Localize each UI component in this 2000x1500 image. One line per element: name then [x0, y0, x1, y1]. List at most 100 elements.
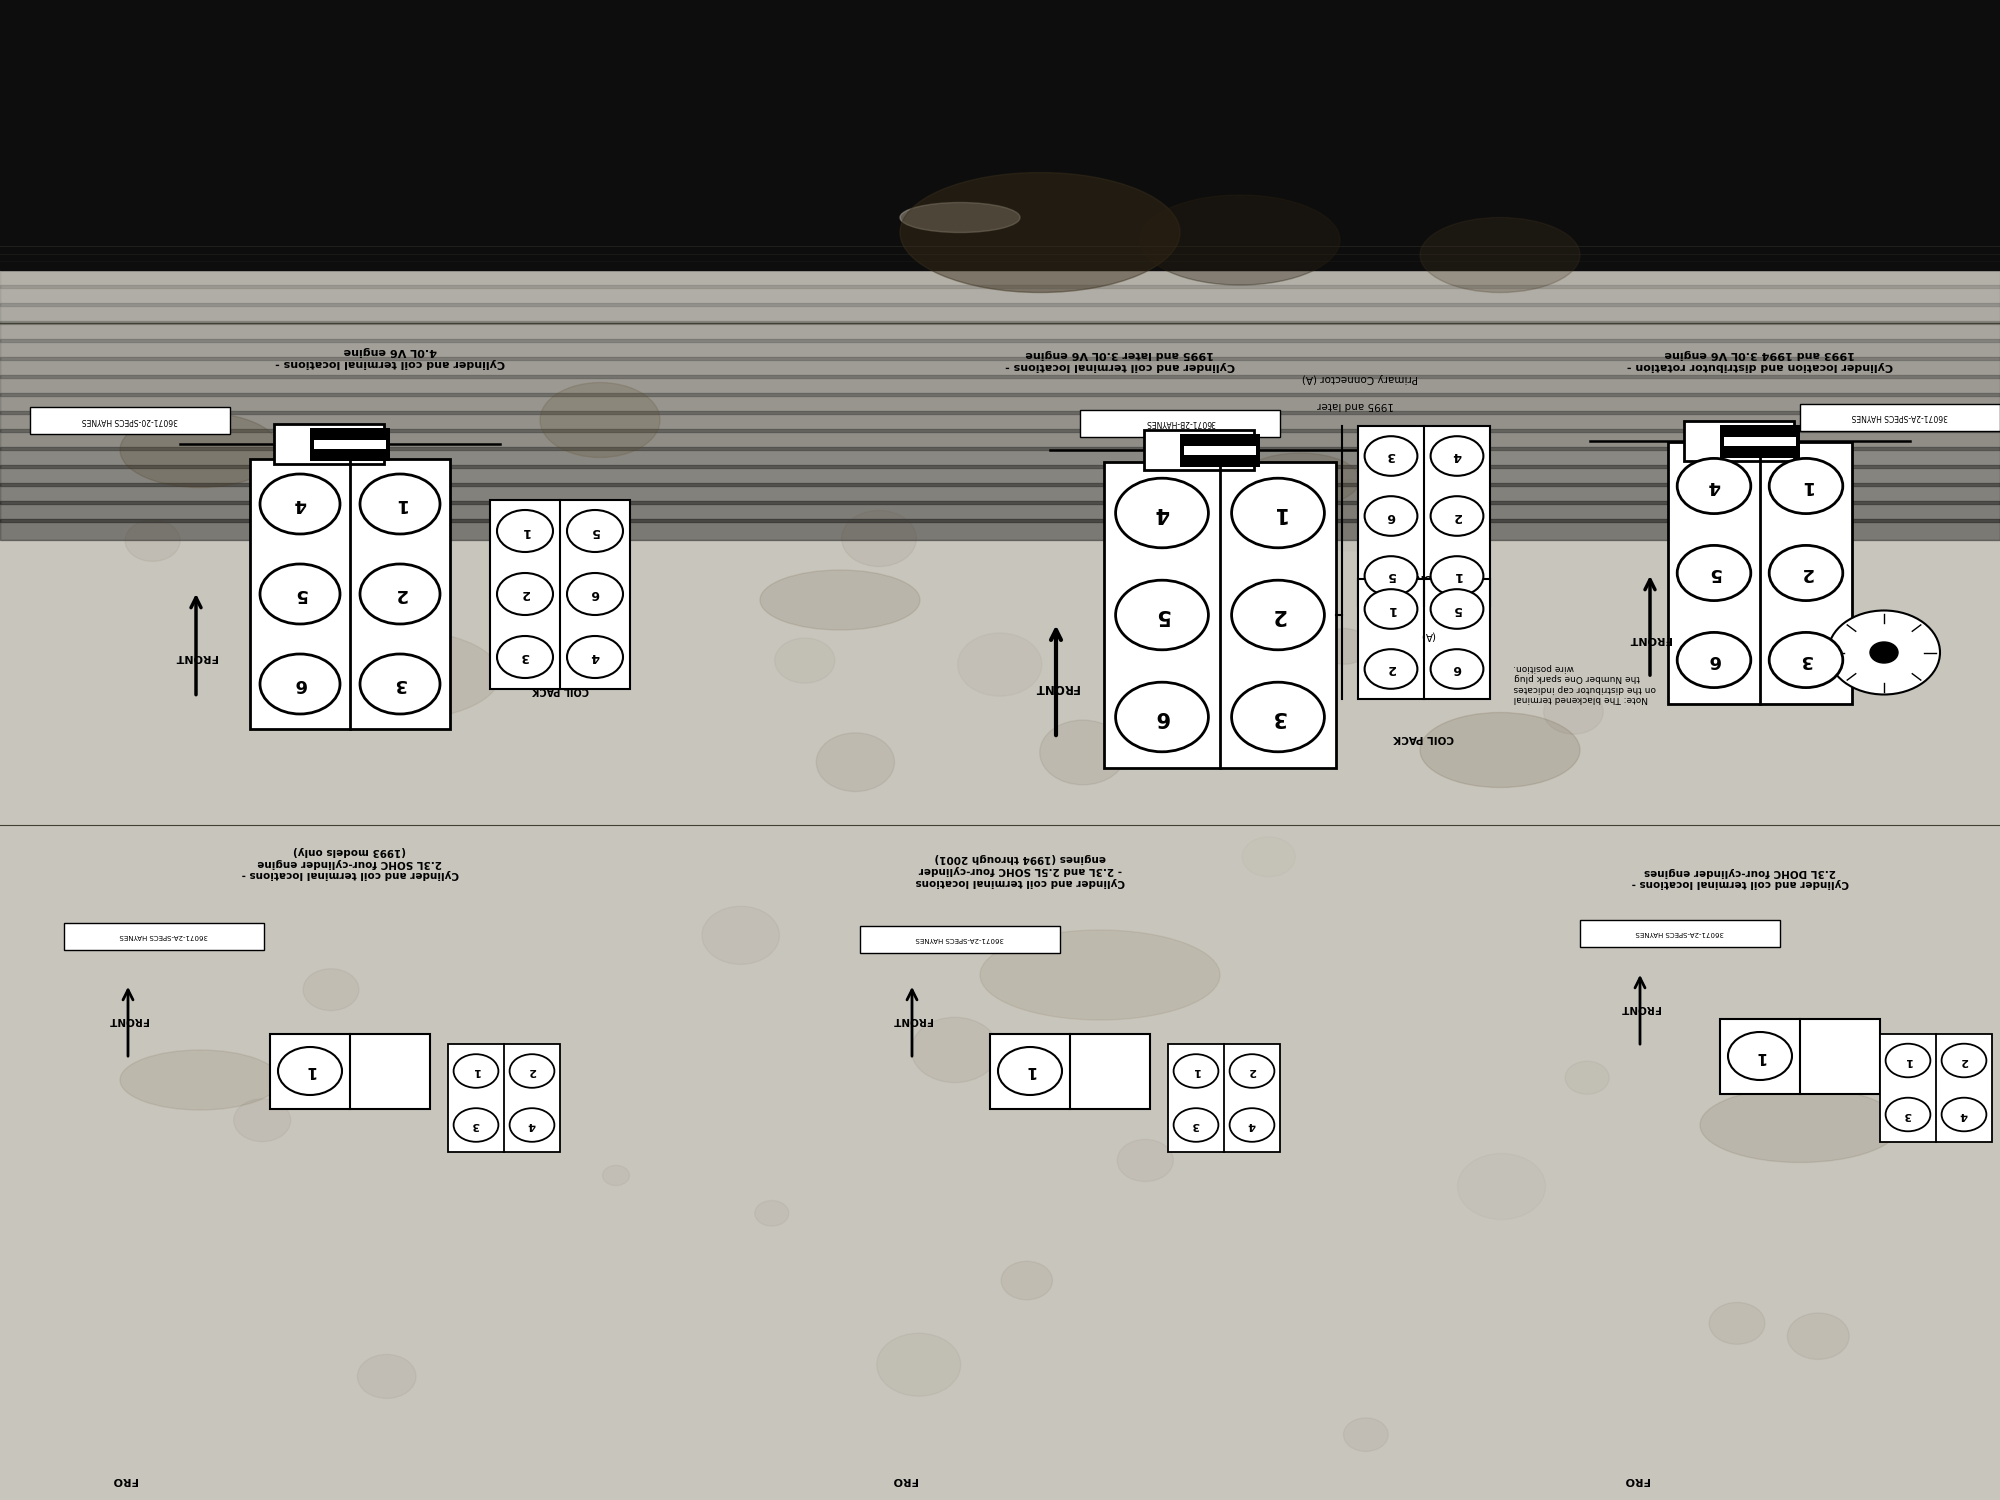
Ellipse shape: [980, 930, 1220, 1020]
Text: 36071-2A-SPECS HAYNES: 36071-2A-SPECS HAYNES: [916, 936, 1004, 942]
Circle shape: [260, 474, 340, 534]
Text: 1995 and later: 1995 and later: [1318, 400, 1394, 410]
Text: 2: 2: [1960, 1056, 1968, 1065]
Text: FRO: FRO: [1624, 1474, 1648, 1485]
Bar: [1358, 426, 1490, 606]
Text: 6: 6: [1452, 663, 1462, 675]
Text: 2: 2: [1270, 604, 1286, 625]
Text: 2: 2: [394, 585, 406, 603]
Bar: [0, 231, 2000, 252]
Circle shape: [1870, 642, 1898, 663]
Text: COIL PACK: COIL PACK: [1394, 734, 1454, 742]
Circle shape: [1566, 1060, 1610, 1094]
Text: 4: 4: [1452, 450, 1462, 462]
Bar: [1180, 433, 1260, 466]
Text: Cylinder location and distributor rotation -
1993 and 1994 3.0L V6 engine: Cylinder location and distributor rotati…: [1626, 350, 1894, 370]
Circle shape: [1770, 546, 1842, 600]
Circle shape: [912, 1017, 998, 1083]
Bar: [1580, 920, 1780, 946]
Text: 5: 5: [1452, 603, 1462, 615]
Bar: [0, 447, 2000, 468]
Circle shape: [1320, 628, 1368, 664]
Text: 5: 5: [1154, 604, 1170, 625]
Circle shape: [568, 510, 624, 552]
Circle shape: [1002, 1262, 1052, 1300]
Bar: [0, 465, 2000, 486]
Bar: [448, 1044, 560, 1152]
Bar: [0, 375, 2000, 396]
Text: FRO: FRO: [892, 1474, 916, 1485]
Circle shape: [1678, 459, 1750, 513]
Text: 6: 6: [590, 588, 600, 600]
Circle shape: [234, 1100, 290, 1142]
Circle shape: [1886, 1044, 1930, 1077]
Text: 1: 1: [1452, 570, 1462, 582]
Bar: [1724, 436, 1796, 445]
Bar: [0, 321, 2000, 342]
Text: 1: 1: [1192, 1066, 1200, 1076]
Circle shape: [1364, 496, 1418, 536]
Text: 3: 3: [520, 651, 530, 663]
Bar: [0, 339, 2000, 360]
Ellipse shape: [1420, 217, 1580, 292]
Bar: [0, 519, 2000, 540]
Ellipse shape: [1700, 1088, 1900, 1162]
Text: 5: 5: [590, 525, 600, 537]
Text: 36071-2A-SPECS HAYNES: 36071-2A-SPECS HAYNES: [1636, 930, 1724, 936]
Text: FRONT: FRONT: [892, 1016, 932, 1025]
Circle shape: [1430, 556, 1484, 596]
Text: 2: 2: [528, 1066, 536, 1076]
Text: 3: 3: [1192, 1120, 1200, 1130]
Text: 36071-2A-SPECS HAYNES: 36071-2A-SPECS HAYNES: [1852, 413, 1948, 422]
Bar: [0, 195, 2000, 216]
Circle shape: [1770, 459, 1842, 513]
Circle shape: [1040, 720, 1126, 784]
Circle shape: [1886, 1098, 1930, 1131]
Text: 36071-2B-HAYNES: 36071-2B-HAYNES: [1146, 419, 1214, 428]
Bar: [1684, 422, 1794, 460]
Text: Note: The blackened terminal
on the distributor cap indicates
the Number One spa: Note: The blackened terminal on the dist…: [1514, 663, 1656, 704]
Text: 4: 4: [1154, 503, 1170, 524]
Bar: [0, 177, 2000, 198]
Bar: [990, 1034, 1150, 1108]
Text: 1: 1: [1800, 477, 1812, 495]
Bar: [1668, 442, 1852, 704]
Bar: [0, 213, 2000, 234]
Text: 1: 1: [472, 1066, 480, 1076]
Text: 1: 1: [1386, 603, 1396, 615]
Text: Cylinder and coil terminal locations -
4.0L V6 engine: Cylinder and coil terminal locations - 4…: [276, 346, 504, 368]
Circle shape: [260, 564, 340, 624]
Text: 1: 1: [1270, 503, 1286, 524]
Circle shape: [1770, 633, 1842, 687]
Text: (A): (A): [1420, 632, 1436, 640]
Circle shape: [360, 564, 440, 624]
Text: Primary Connector (A): Primary Connector (A): [1302, 374, 1418, 382]
Circle shape: [510, 1108, 554, 1142]
Text: 3: 3: [1270, 706, 1286, 728]
Bar: [314, 440, 386, 448]
Circle shape: [1710, 1302, 1764, 1344]
Circle shape: [1232, 580, 1324, 650]
Text: 6: 6: [1708, 651, 1720, 669]
Text: FRONT: FRONT: [1628, 634, 1672, 644]
Text: 36071-20-SPECS HAYNES: 36071-20-SPECS HAYNES: [82, 416, 178, 424]
Bar: [1358, 579, 1490, 699]
Text: Cylinder and coil terminal locations -
2.3L DOHC four-cylinder engines: Cylinder and coil terminal locations - 2…: [1632, 867, 1848, 888]
Bar: [0, 429, 2000, 450]
Ellipse shape: [900, 172, 1180, 292]
Bar: [1184, 446, 1256, 454]
Ellipse shape: [1140, 195, 1340, 285]
Circle shape: [1116, 580, 1208, 650]
Circle shape: [1678, 546, 1750, 600]
Text: Cylinder and coil terminal locations -
2.3L SOHC four-cylinder engine
(1993 mode: Cylinder and coil terminal locations - 2…: [242, 846, 458, 879]
Bar: [1104, 462, 1336, 768]
Ellipse shape: [760, 570, 920, 630]
Circle shape: [1116, 682, 1208, 752]
Text: 4: 4: [528, 1120, 536, 1130]
Text: 1: 1: [394, 495, 406, 513]
Text: (A): (A): [1362, 446, 1378, 454]
Circle shape: [1230, 1054, 1274, 1088]
Ellipse shape: [540, 382, 660, 458]
Text: 3: 3: [1386, 450, 1396, 462]
Text: 4: 4: [1960, 1110, 1968, 1119]
